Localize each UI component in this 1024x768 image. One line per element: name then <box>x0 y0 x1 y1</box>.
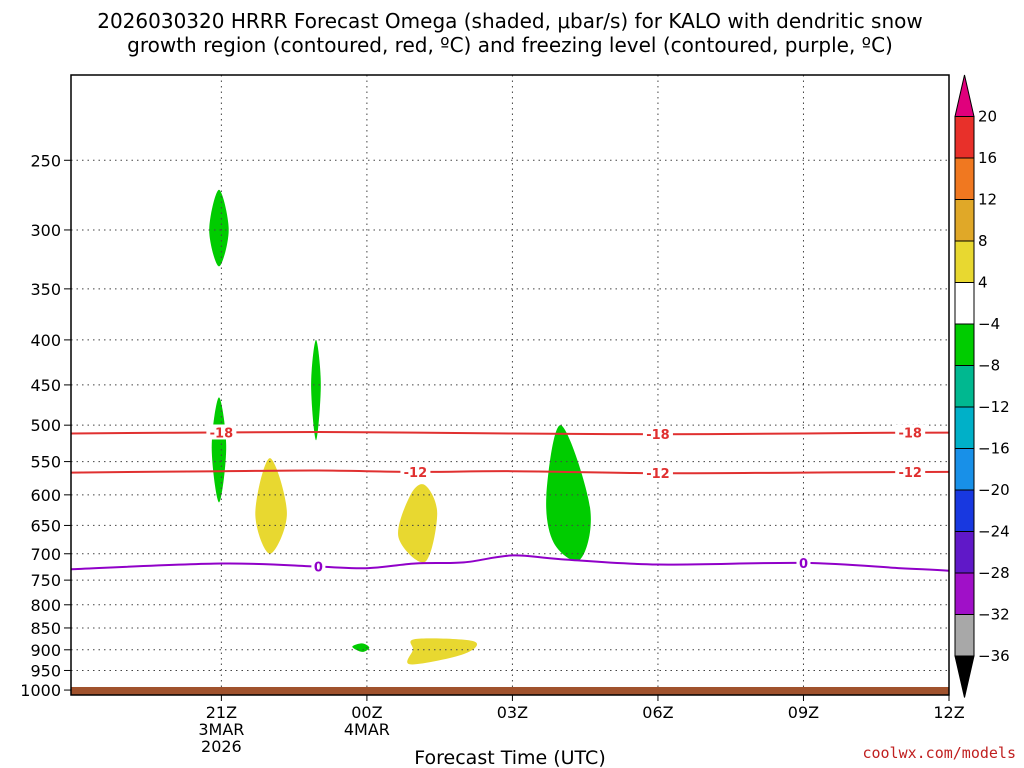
y-tick-label: 550 <box>30 453 61 472</box>
omega-region-1 <box>211 397 227 503</box>
colorbar-bottom-arrow <box>954 655 975 698</box>
contour-label--18: -18 <box>210 426 234 441</box>
colorbar-segment <box>954 116 975 159</box>
x-tick-label: 03Z <box>497 703 528 722</box>
colorbar-segment <box>954 365 975 408</box>
omega-region-0 <box>209 189 229 267</box>
omega-shading <box>209 189 591 665</box>
y-tick-label: 800 <box>30 596 61 615</box>
colorbar-level-label: −36 <box>978 647 1010 665</box>
omega-region-7 <box>255 458 287 554</box>
colorbar-level-label: 4 <box>978 274 988 292</box>
y-tick-label: 950 <box>30 661 61 680</box>
colorbar-level-label: −4 <box>978 315 1000 333</box>
y-tick-label: 400 <box>30 331 61 350</box>
plot-frame <box>70 74 950 696</box>
y-tick-label: 1000 <box>20 681 61 700</box>
contour-label--18: -18 <box>646 428 670 443</box>
x-tick-label: 2026 <box>201 737 242 756</box>
colorbar-segment <box>954 572 975 615</box>
colorbar-segment <box>954 282 975 325</box>
y-tick-label: 300 <box>30 221 61 240</box>
contour-label-bg <box>642 426 673 442</box>
contour-label-bg <box>400 463 431 479</box>
contour-label-bg <box>895 424 926 440</box>
omega-region-2 <box>311 339 321 441</box>
x-tick-label: 21Z <box>206 703 237 722</box>
colorbar-level-label: 12 <box>978 191 997 209</box>
y-tick-label: 700 <box>30 545 61 564</box>
y-tick-label: 900 <box>30 641 61 660</box>
colorbar-segment <box>954 157 975 200</box>
y-tick-label: 650 <box>30 516 61 535</box>
colorbar-segment <box>954 323 975 366</box>
colorbar-segment <box>954 448 975 491</box>
contour-label-bg <box>796 554 811 570</box>
y-tick-label: 450 <box>30 376 61 395</box>
plot-area <box>71 75 949 695</box>
grid-lines <box>71 75 949 695</box>
x-tick-label: 09Z <box>788 703 819 722</box>
contour-label-bg <box>206 424 237 440</box>
x-tick-label: 4MAR <box>344 720 390 739</box>
terrain <box>71 686 949 695</box>
y-tick-label: 350 <box>30 280 61 299</box>
x-tick-label: 3MAR <box>198 720 244 739</box>
contour-label-0: 0 <box>314 561 323 576</box>
contour-line-0 <box>71 554 949 572</box>
contour-label-bg <box>895 464 926 480</box>
colorbar-segment <box>954 406 975 449</box>
chart-title-line-2: growth region (contoured, red, ºC) and f… <box>127 33 893 57</box>
y-axis: 250 300 350 400 450 500 550 600 650 700 750 800 850 9… <box>20 151 71 700</box>
omega-region-4 <box>546 425 591 561</box>
colorbar-level-label: −28 <box>978 564 1010 582</box>
colorbar-segment <box>954 531 975 574</box>
y-tick-label: 600 <box>30 486 61 505</box>
y-tick-label: 750 <box>30 571 61 590</box>
colorbar-segment <box>954 489 975 532</box>
x-tick-label: 12Z <box>933 703 964 722</box>
contour-label--12: -12 <box>898 466 922 481</box>
colorbar-level-label: 20 <box>978 108 997 126</box>
colorbar-level-label: −32 <box>978 606 1010 624</box>
y-tick-label: 850 <box>30 619 61 638</box>
contour-label-0: 0 <box>799 557 808 572</box>
omega-region-3 <box>352 643 370 652</box>
colorbar-level-label: −16 <box>978 440 1010 458</box>
contour-label-bg <box>311 558 326 574</box>
chart-title-line-1: 2026030320 HRRR Forecast Omega (shaded, … <box>97 9 923 33</box>
colorbar-level-label: 8 <box>978 232 988 250</box>
contour-label--12: -12 <box>646 467 670 482</box>
omega-region-9 <box>407 638 478 665</box>
x-axis-label: Forecast Time (UTC) <box>414 747 605 768</box>
colorbar-level-label: −20 <box>978 481 1010 499</box>
contour-labels: -18 -18 -18 -12 -12 -12 0 0 <box>206 424 926 576</box>
x-tick-label: 00Z <box>351 703 382 722</box>
colorbar-segment <box>954 240 975 283</box>
colorbar-level-label: −12 <box>978 398 1010 416</box>
colorbar-level-label: −8 <box>978 357 1000 375</box>
y-tick-label: 500 <box>30 416 61 435</box>
contour-label--12: -12 <box>404 466 428 481</box>
terrain-fill <box>71 686 949 695</box>
x-tick-label: 06Z <box>642 703 673 722</box>
colorbar-segment <box>954 614 975 657</box>
omega-region-8 <box>398 484 438 563</box>
colorbar-level-label: 16 <box>978 149 997 167</box>
credit-text: coolwx.com/models <box>862 744 1016 762</box>
y-tick-label: 250 <box>30 151 61 170</box>
colorbar: 20 16 12 8 4 −4 −8 −12 −16 −20 −24 −28 −32 −36 <box>954 74 1010 698</box>
colorbar-top-arrow <box>954 74 975 117</box>
contour-label--18: -18 <box>898 427 922 442</box>
colorbar-level-label: −24 <box>978 523 1010 541</box>
colorbar-segment <box>954 199 975 242</box>
contour-label-bg <box>642 465 673 481</box>
